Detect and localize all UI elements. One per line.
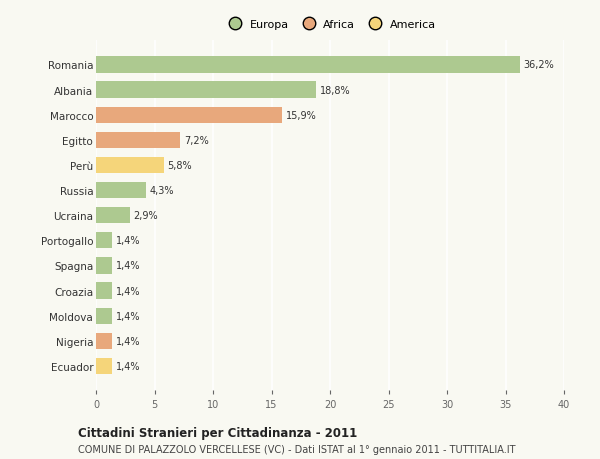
Text: 1,4%: 1,4% [116, 286, 140, 296]
Text: 1,4%: 1,4% [116, 236, 140, 246]
Text: 36,2%: 36,2% [523, 60, 554, 70]
Bar [96, 283, 112, 299]
Text: Cittadini Stranieri per Cittadinanza - 2011: Cittadini Stranieri per Cittadinanza - 2… [78, 426, 357, 439]
Text: COMUNE DI PALAZZOLO VERCELLESE (VC) - Dati ISTAT al 1° gennaio 2011 - TUTTITALIA: COMUNE DI PALAZZOLO VERCELLESE (VC) - Da… [78, 444, 515, 454]
Bar [96, 207, 130, 224]
Bar [96, 107, 282, 123]
Text: 15,9%: 15,9% [286, 111, 316, 120]
Bar [96, 333, 112, 349]
Bar [96, 257, 112, 274]
Legend: Europa, Africa, America: Europa, Africa, America [220, 16, 440, 34]
Text: 18,8%: 18,8% [319, 85, 350, 95]
Bar [96, 57, 520, 73]
Text: 1,4%: 1,4% [116, 361, 140, 371]
Text: 1,4%: 1,4% [116, 261, 140, 271]
Bar [96, 308, 112, 324]
Bar [96, 233, 112, 249]
Bar [96, 358, 112, 374]
Text: 2,9%: 2,9% [133, 211, 158, 221]
Text: 4,3%: 4,3% [150, 186, 175, 196]
Bar [96, 183, 146, 199]
Text: 7,2%: 7,2% [184, 135, 209, 146]
Bar [96, 82, 316, 99]
Bar [96, 132, 180, 149]
Text: 5,8%: 5,8% [167, 161, 192, 171]
Bar [96, 157, 164, 174]
Text: 1,4%: 1,4% [116, 311, 140, 321]
Text: 1,4%: 1,4% [116, 336, 140, 346]
